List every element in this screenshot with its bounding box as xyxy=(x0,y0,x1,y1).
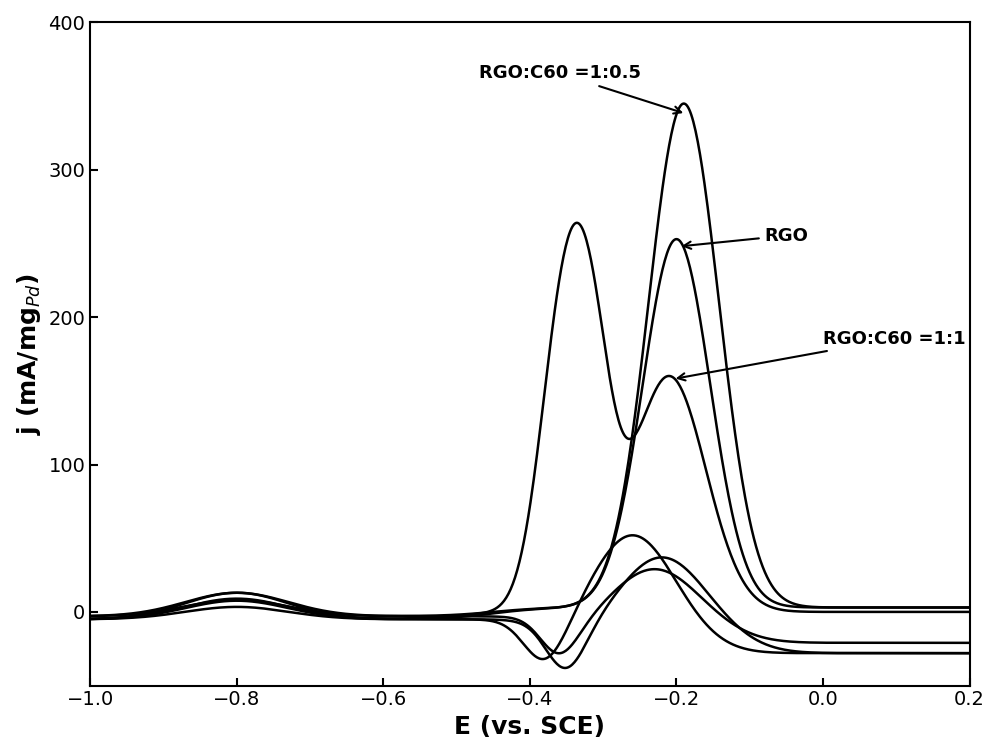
Text: RGO:C60 =1:1: RGO:C60 =1:1 xyxy=(678,329,966,381)
Y-axis label: j (mA/mg$_{Pd}$): j (mA/mg$_{Pd}$) xyxy=(15,273,43,435)
Text: RGO:C60 =1:0.5: RGO:C60 =1:0.5 xyxy=(479,65,681,114)
X-axis label: E (vs. SCE): E (vs. SCE) xyxy=(454,715,605,739)
Text: RGO: RGO xyxy=(684,227,808,249)
